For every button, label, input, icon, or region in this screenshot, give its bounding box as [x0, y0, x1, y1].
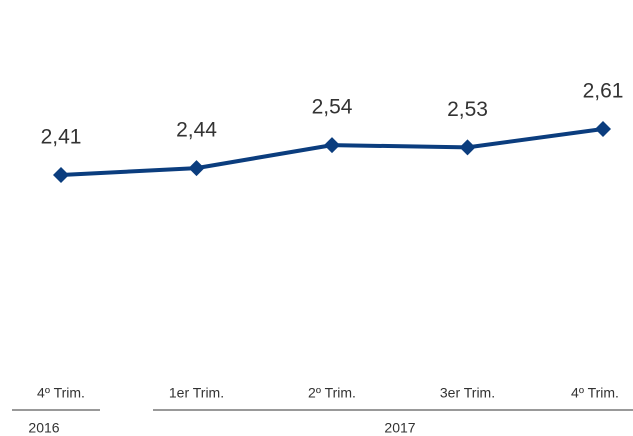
x-tick-label: 2º Trim.: [308, 385, 356, 401]
x-tick-label: 3er Trim.: [440, 385, 495, 401]
x-tick-label: 4º Trim.: [37, 385, 85, 401]
marker: [188, 160, 205, 177]
value-label: 2,41: [41, 126, 82, 149]
group-label: 2017: [384, 420, 415, 436]
value-label: 2,44: [176, 119, 217, 142]
value-label: 2,54: [312, 96, 353, 119]
value-label: 2,53: [447, 98, 488, 121]
marker: [324, 137, 340, 154]
value-label: 2,61: [583, 80, 624, 103]
marker: [595, 121, 611, 137]
x-tick-label: 4º Trim.: [571, 385, 619, 401]
group-label: 2016: [28, 420, 59, 436]
marker: [53, 167, 69, 183]
x-tick-label: 1er Trim.: [169, 385, 224, 401]
marker: [459, 139, 476, 156]
